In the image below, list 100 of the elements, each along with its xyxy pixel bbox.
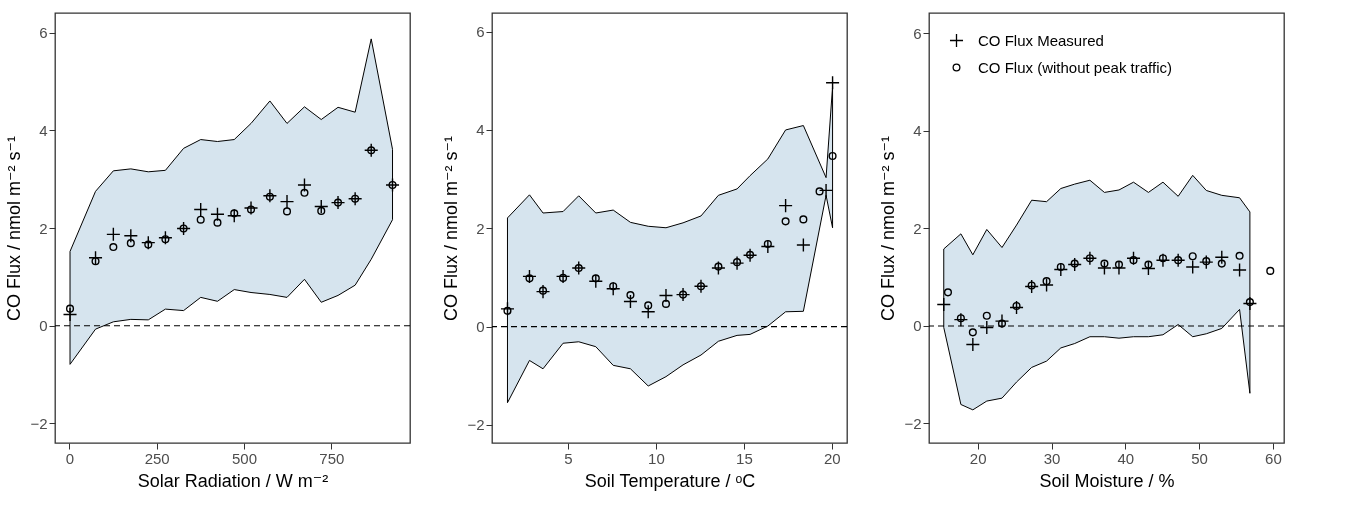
point — [796, 237, 811, 253]
y-tick-label: −2 — [904, 415, 922, 432]
x-tick-label: 0 — [65, 449, 74, 467]
y-tick-label: 6 — [913, 24, 922, 42]
point — [1174, 256, 1183, 265]
y-tick-label: 0 — [913, 317, 922, 335]
point — [1009, 300, 1024, 315]
point — [522, 269, 537, 284]
point — [297, 177, 312, 193]
point — [609, 282, 618, 291]
point — [1141, 261, 1156, 276]
point — [591, 274, 600, 283]
point — [503, 306, 512, 315]
point — [956, 314, 965, 323]
y-tick-label: 2 — [913, 219, 922, 237]
point — [968, 328, 977, 337]
point — [227, 208, 242, 223]
point — [210, 207, 225, 222]
point — [574, 264, 583, 273]
x-tick-label: 30 — [1043, 449, 1061, 467]
x-axis-title: Soil Moisture / % — [1039, 470, 1175, 491]
point — [1042, 277, 1051, 286]
point — [729, 255, 745, 271]
y-axis-title: CO Flux / nmol m⁻² s⁻¹ — [4, 135, 25, 322]
point — [106, 227, 121, 242]
point — [1232, 262, 1247, 278]
point — [1012, 301, 1021, 311]
point — [626, 291, 635, 300]
x-axis-title: Soil Temperature / ᵒC — [584, 470, 756, 491]
point — [123, 228, 139, 244]
point — [314, 199, 329, 214]
point — [317, 206, 326, 215]
point — [1027, 281, 1036, 290]
point — [213, 218, 222, 227]
point — [982, 311, 991, 320]
point — [109, 243, 118, 252]
point — [1266, 266, 1275, 275]
point — [158, 230, 173, 245]
point — [141, 235, 156, 250]
x-tick-label: 60 — [1265, 449, 1282, 467]
point — [1214, 250, 1229, 265]
point — [230, 209, 239, 218]
x-tick-label: 15 — [736, 449, 753, 467]
point — [997, 319, 1007, 328]
point — [1100, 259, 1109, 268]
point — [778, 198, 793, 213]
x-tick-label: 750 — [319, 449, 345, 467]
point — [953, 312, 969, 327]
legend-label: CO Flux (without peak traffic) — [978, 58, 1172, 76]
point — [1235, 251, 1244, 260]
point — [243, 200, 259, 216]
point — [605, 281, 621, 296]
point — [1129, 256, 1138, 265]
point — [559, 273, 568, 282]
point — [525, 274, 534, 283]
point — [1245, 298, 1254, 307]
point — [279, 194, 295, 209]
point — [641, 304, 656, 320]
point — [763, 239, 772, 249]
point — [246, 205, 256, 214]
point — [733, 258, 742, 267]
point — [126, 239, 135, 248]
y-tick-label: 0 — [476, 318, 485, 336]
y-tick-label: 4 — [39, 121, 48, 139]
y-axis-title: CO Flux / nmol m⁻² s⁻¹ — [878, 135, 899, 322]
point — [196, 215, 205, 224]
x-axis-title: Solar Radiation / W m⁻² — [137, 470, 329, 491]
y-tick-label: 6 — [39, 24, 48, 42]
point — [828, 151, 837, 161]
point — [658, 288, 674, 303]
point — [535, 284, 551, 299]
point — [818, 183, 834, 198]
point — [193, 202, 208, 217]
point — [88, 250, 103, 266]
point — [1070, 259, 1079, 268]
point — [994, 313, 1010, 329]
y-tick-label: 0 — [39, 317, 48, 335]
point — [144, 240, 153, 249]
point — [1114, 260, 1124, 269]
x-tick-label: 20 — [824, 449, 841, 467]
point — [65, 304, 75, 313]
point — [644, 301, 653, 310]
y-axis-title: CO Flux / nmol m⁻² s⁻¹ — [441, 135, 462, 322]
point — [1097, 260, 1112, 276]
x-tick-label: 10 — [648, 449, 665, 467]
point — [1242, 296, 1258, 311]
y-tick-label: 4 — [476, 121, 485, 139]
point — [1144, 260, 1153, 269]
point — [161, 235, 170, 244]
point — [1202, 257, 1211, 266]
point — [623, 294, 638, 309]
point — [661, 299, 671, 308]
point — [1185, 259, 1200, 275]
x-tick-label: 5 — [564, 449, 573, 467]
x-tick-label: 40 — [1117, 449, 1135, 467]
point — [62, 307, 78, 322]
y-tick-label: 6 — [476, 23, 485, 41]
point — [91, 257, 100, 266]
point — [1067, 257, 1082, 272]
point — [943, 288, 953, 297]
